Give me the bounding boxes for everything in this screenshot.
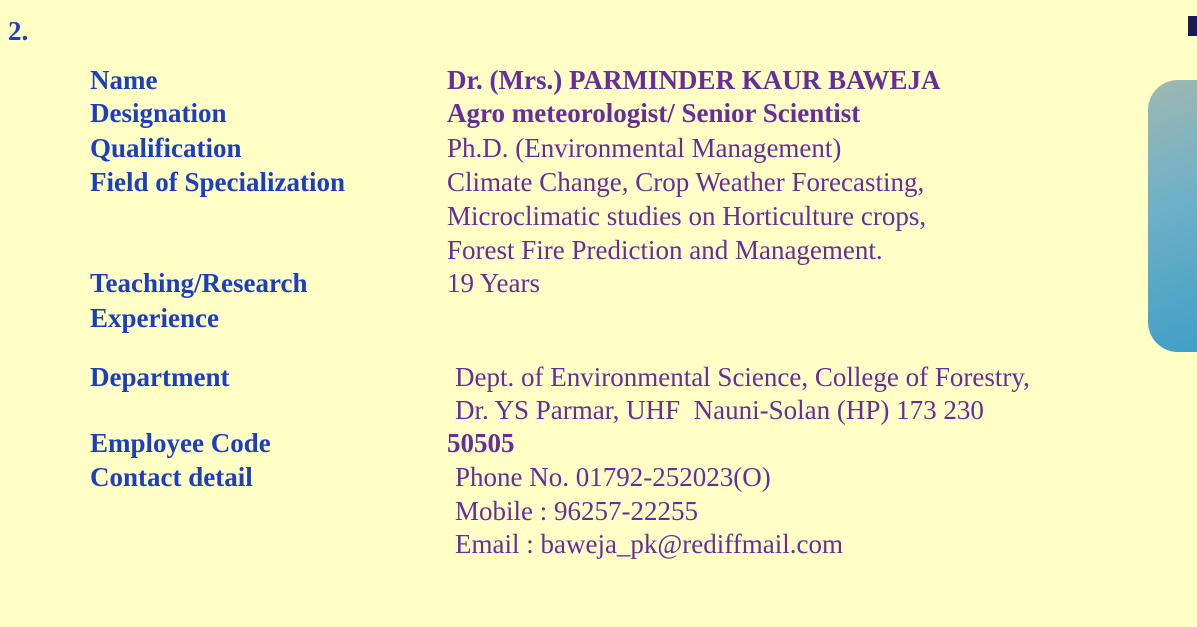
field-label: Designation	[90, 98, 227, 128]
field-value: Agro meteorologist/ Senior Scientist	[447, 98, 860, 128]
field-label: Qualification	[90, 133, 242, 163]
field-label: Employee Code	[90, 428, 271, 458]
field-value: Ph.D. (Environmental Management)	[447, 133, 841, 163]
field-label: Experience	[90, 303, 219, 333]
field-label: Name	[90, 65, 157, 95]
section-number: 2.	[8, 16, 28, 46]
field-value: Dept. of Environmental Science, College …	[455, 362, 1030, 392]
photo-edge	[1188, 16, 1197, 36]
field-label: Field of Specialization	[90, 167, 345, 197]
field-value: Forest Fire Prediction and Management.	[447, 235, 883, 265]
field-value: Dr. (Mrs.) PARMINDER KAUR BAWEJA	[447, 65, 940, 95]
field-value: Phone No. 01792-252023(O)	[455, 462, 771, 492]
field-value: Dr. YS Parmar, UHF Nauni-Solan (HP) 173 …	[455, 395, 984, 425]
field-value: Microclimatic studies on Horticulture cr…	[447, 201, 926, 231]
field-value: Climate Change, Crop Weather Forecasting…	[447, 167, 924, 197]
field-value: 19 Years	[447, 268, 540, 298]
field-value: Mobile : 96257-22255	[455, 496, 698, 526]
field-label: Teaching/Research	[90, 268, 308, 298]
field-label: Contact detail	[90, 462, 253, 492]
field-value: 50505	[447, 428, 515, 458]
field-value: Email : baweja_pk@rediffmail.com	[455, 529, 843, 559]
photo	[1148, 80, 1197, 352]
page: 2. Name Dr. (Mrs.) PARMINDER KAUR BAWEJA D…	[0, 0, 1197, 627]
field-label: Department	[90, 362, 229, 392]
